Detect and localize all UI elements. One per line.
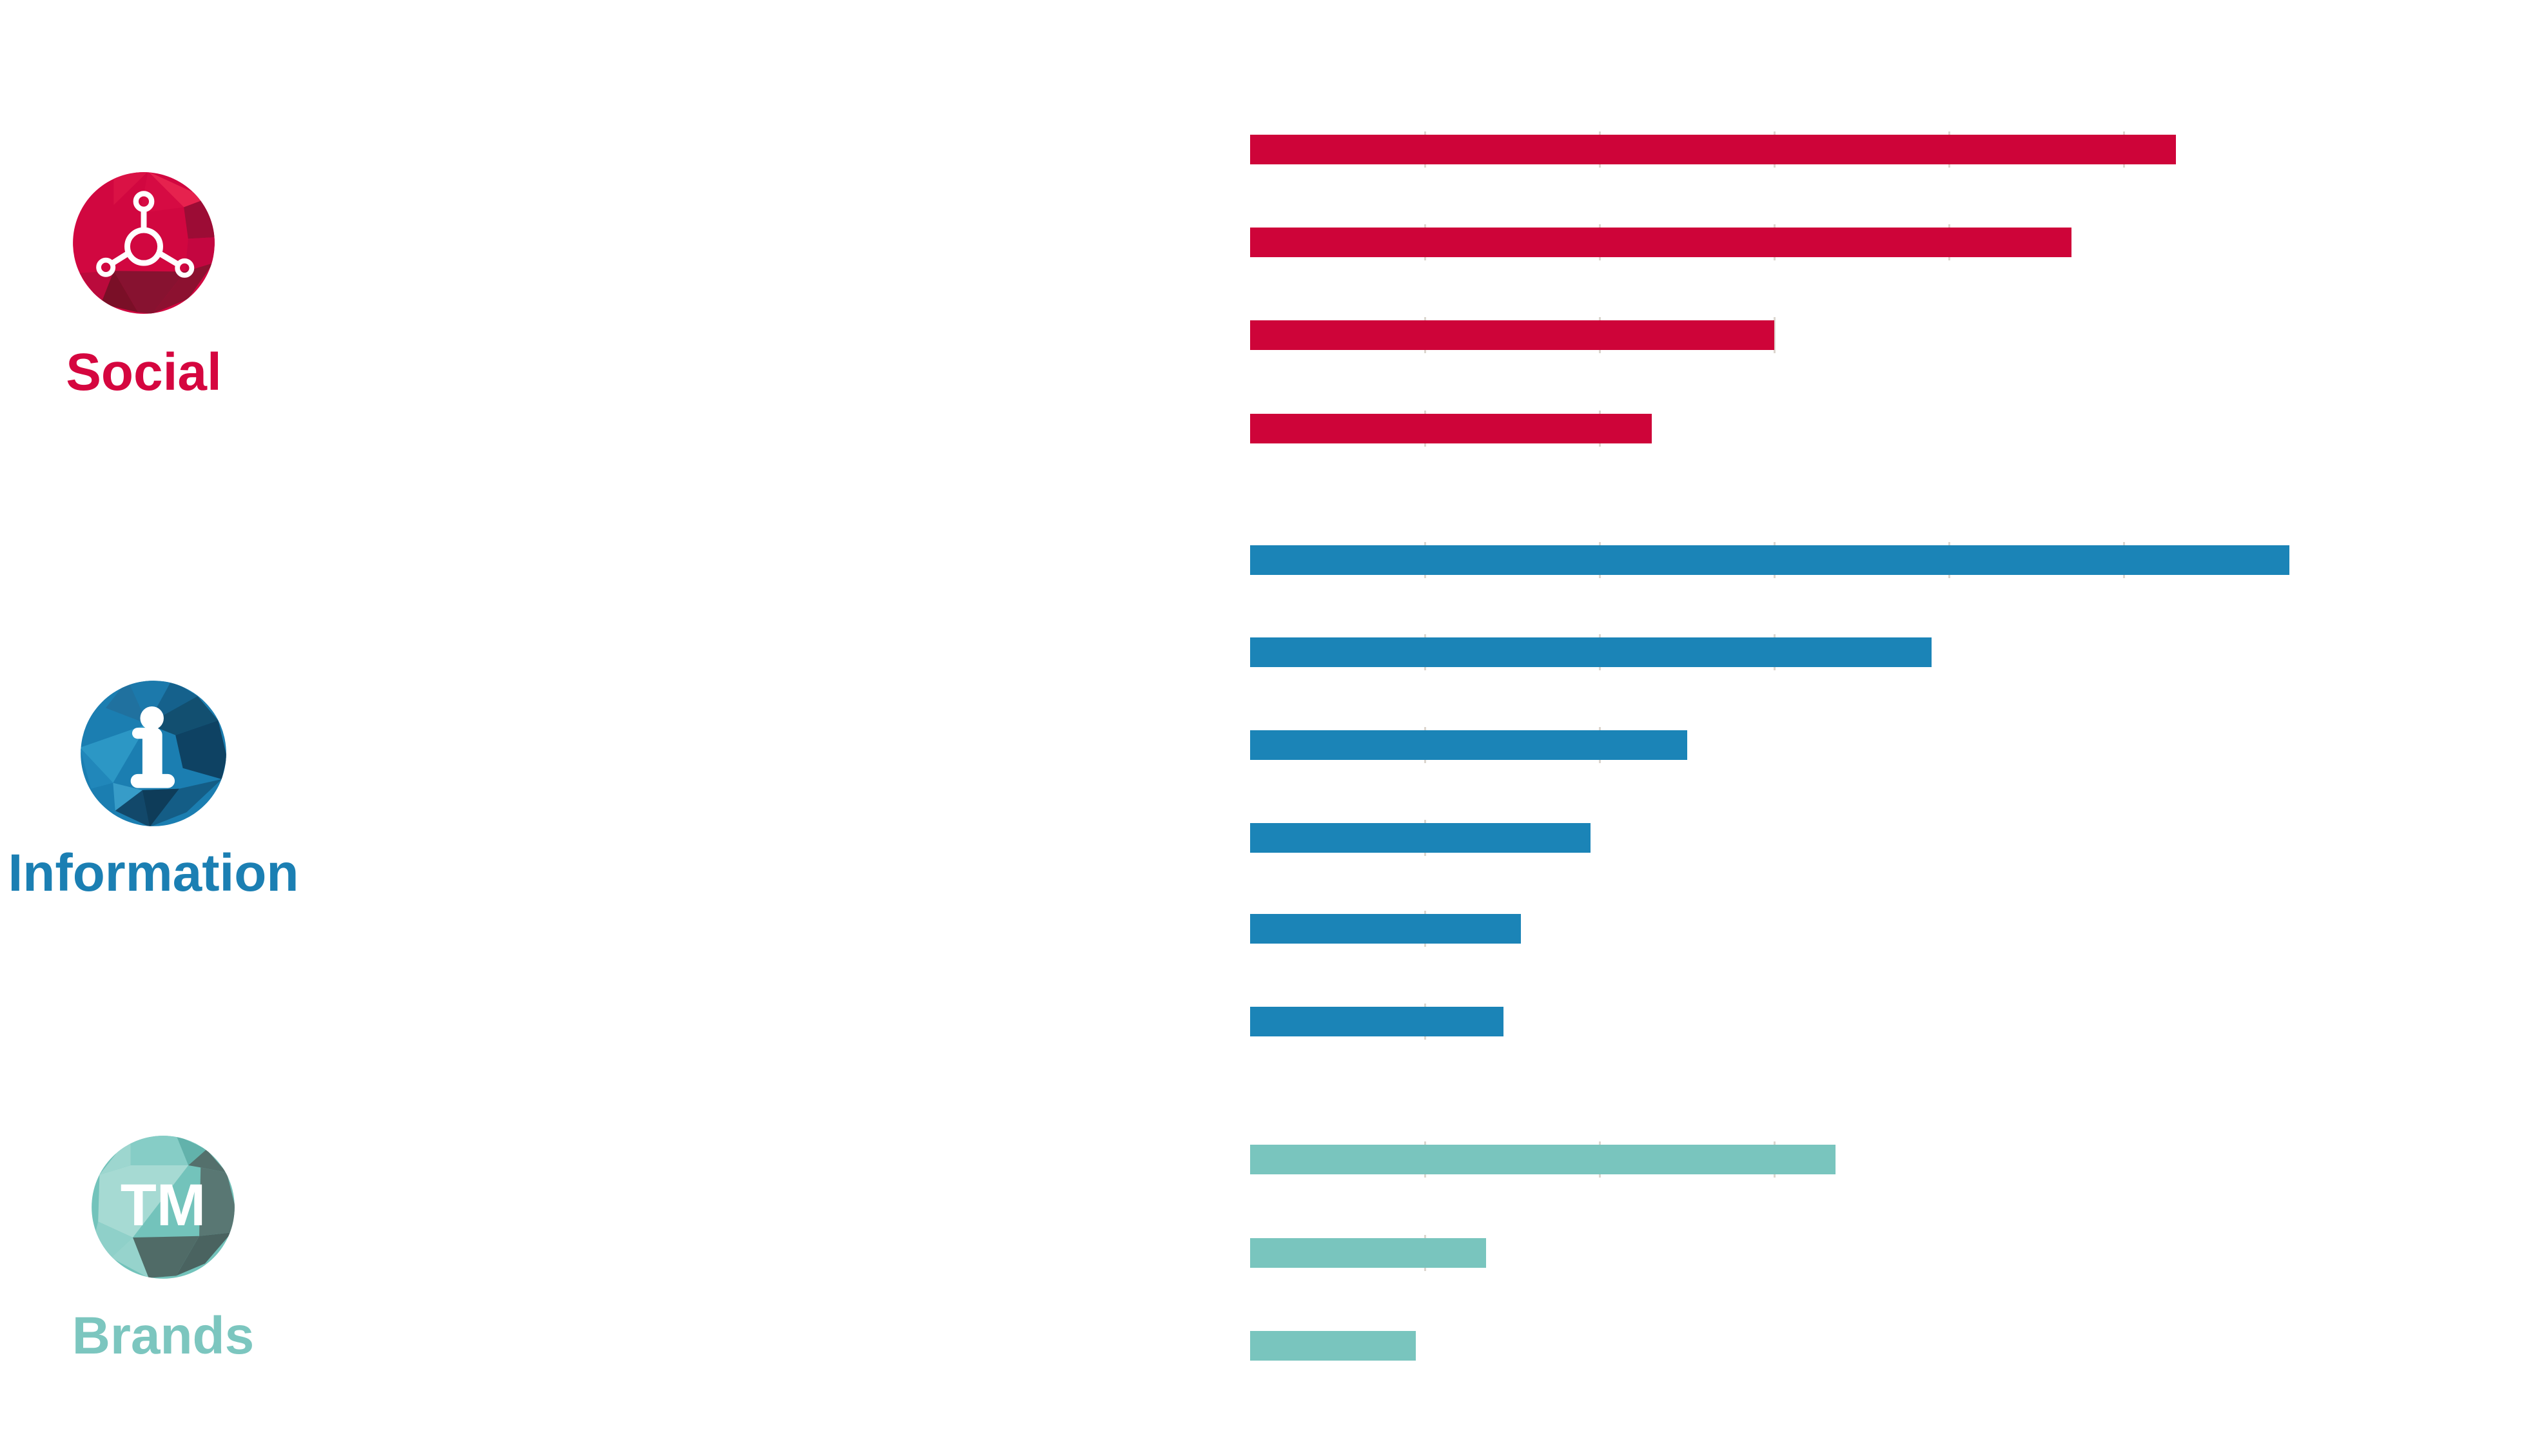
bar-brands-3: [1250, 1331, 1416, 1361]
bar-information-5: [1250, 914, 1522, 944]
info-i-icon: [81, 681, 226, 826]
bar-information-2: [1250, 637, 1932, 667]
bar-brands-1: [1250, 1145, 1836, 1174]
bar-information-3: [1250, 730, 1687, 760]
bar-brands-2: [1250, 1238, 1486, 1268]
brands-category-icon-box: TM: [91, 1135, 235, 1279]
brands-category-label: Brands: [72, 1306, 255, 1365]
bar-social-4: [1250, 414, 1652, 443]
bar-information-4: [1250, 823, 1591, 853]
bar-social-3: [1250, 320, 1774, 350]
social-category-icon-box: [72, 171, 215, 315]
trademark-icon: TM: [92, 1136, 235, 1279]
information-category-icon-box: [80, 680, 227, 827]
bar-information-6: [1250, 1007, 1503, 1036]
gridline-tick: [1773, 317, 1776, 353]
network-nodes-icon: [73, 172, 215, 314]
bar-social-2: [1250, 228, 2071, 257]
bar-social-1: [1250, 135, 2177, 164]
social-category-label: Social: [66, 343, 222, 402]
bar-information-1: [1250, 545, 2290, 575]
trademark-icon-text: TM: [121, 1172, 206, 1238]
information-category-label: Information: [8, 844, 299, 902]
